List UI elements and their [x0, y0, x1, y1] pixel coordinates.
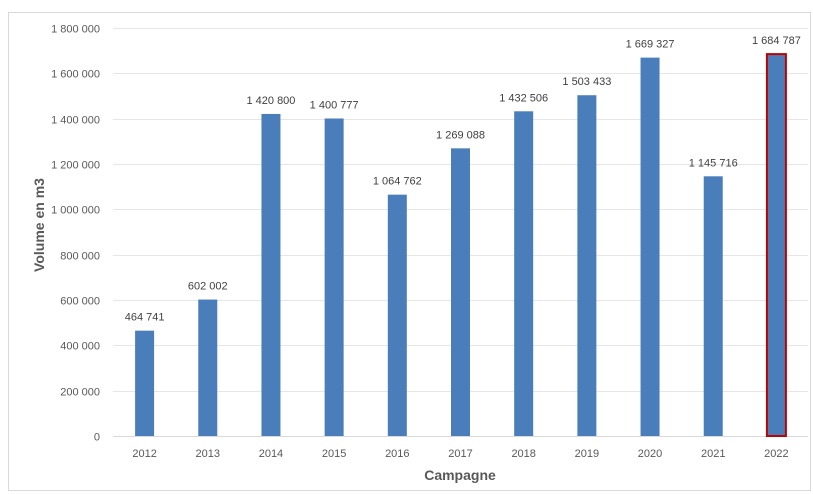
y-tick-label: 1 000 000	[51, 205, 100, 217]
data-label-2022: 1 684 787	[752, 35, 801, 47]
y-tick-label: 400 000	[60, 341, 100, 353]
x-tick-label-2018: 2018	[511, 448, 535, 460]
data-label-2015: 1 400 777	[310, 99, 359, 111]
x-tick-label-2022: 2022	[764, 448, 788, 460]
bar-2022	[765, 53, 787, 437]
y-tick-label: 1 200 000	[51, 160, 100, 172]
bar-2018	[514, 111, 534, 436]
x-tick-label-2020: 2020	[638, 448, 662, 460]
y-axis-title: Volume en m3	[31, 178, 47, 272]
x-tick-label-2016: 2016	[385, 448, 409, 460]
bar-2013	[198, 299, 218, 436]
data-label-2019: 1 503 433	[562, 76, 611, 88]
bar-2012	[135, 330, 155, 436]
y-tick-label: 0	[94, 432, 100, 444]
bar-2021	[703, 176, 723, 436]
y-tick-label: 800 000	[60, 251, 100, 263]
y-axis-ticks: 0 200 000 400 000 600 000 800 000 1 000 000 1 …	[51, 24, 100, 444]
y-tick-label: 200 000	[60, 387, 100, 399]
x-axis-ticks: 2012 2013 2014 2015 2016 2017 2018 2019 2020 2021…	[132, 448, 788, 460]
data-label-2013: 602 002	[188, 281, 228, 293]
data-label-2016: 1 064 762	[373, 176, 422, 188]
x-tick-label-2017: 2017	[448, 448, 472, 460]
y-tick-label: 1 600 000	[51, 69, 100, 81]
x-tick-label-2013: 2013	[196, 448, 220, 460]
data-label-2014: 1 420 800	[246, 95, 295, 107]
x-tick-label-2014: 2014	[259, 448, 283, 460]
bar-2017	[451, 148, 470, 436]
y-tick-label: 1 800 000	[51, 24, 100, 36]
y-tick-label: 1 400 000	[51, 115, 100, 127]
bar-2020	[640, 57, 660, 437]
data-label-2017: 1 269 088	[436, 129, 485, 141]
x-axis-title: Campagne	[424, 467, 496, 483]
x-tick-label-2019: 2019	[575, 448, 599, 460]
x-tick-label-2021: 2021	[701, 448, 725, 460]
x-tick-label-2012: 2012	[132, 448, 156, 460]
bar-2016	[387, 194, 407, 436]
data-label-2012: 464 741	[125, 312, 165, 324]
bar-2014	[261, 113, 281, 437]
chart-frame	[8, 12, 811, 491]
data-label-2020: 1 669 327	[626, 39, 675, 51]
bar-2019	[577, 95, 597, 436]
x-tick-label-2015: 2015	[322, 448, 346, 460]
data-labels: 464 741 602 002 1 420 800 1 400 777 1 064 76…	[125, 35, 801, 324]
y-tick-label: 600 000	[60, 296, 100, 308]
data-label-2021: 1 145 716	[689, 157, 738, 169]
bar-2015	[324, 118, 344, 437]
data-label-2018: 1 432 506	[499, 92, 548, 104]
bars	[135, 53, 787, 437]
